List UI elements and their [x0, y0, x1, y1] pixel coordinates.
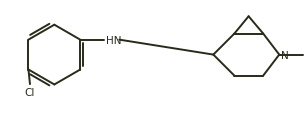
Text: Cl: Cl: [25, 87, 35, 97]
Text: N: N: [281, 50, 289, 60]
Text: HN: HN: [106, 35, 122, 45]
